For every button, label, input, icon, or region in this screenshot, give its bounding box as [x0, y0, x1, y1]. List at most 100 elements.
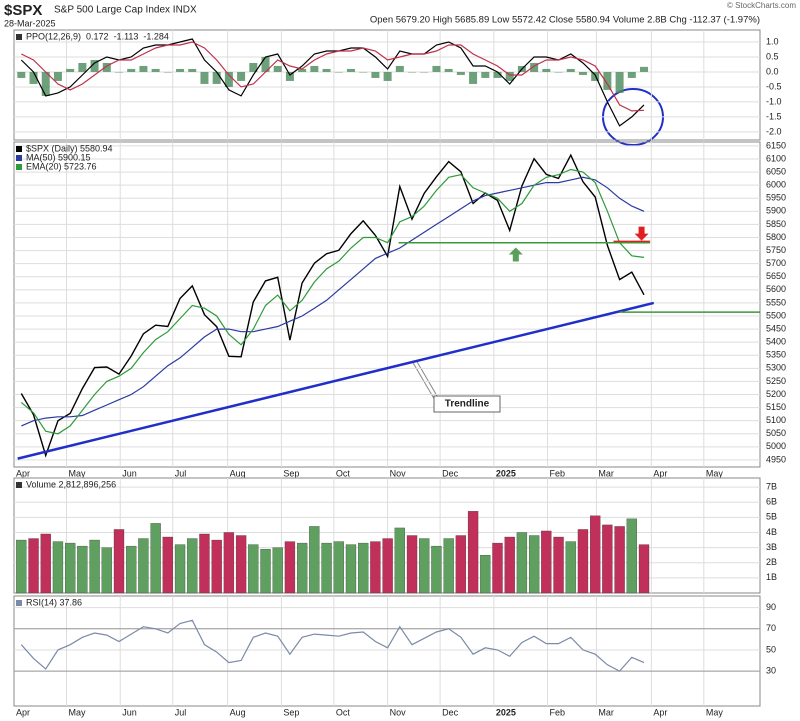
- legend-entry: EMA(20) 5723.76: [26, 161, 97, 171]
- histogram-bar: [469, 71, 478, 84]
- histogram-bar: [176, 68, 185, 72]
- volume-bar: [77, 545, 88, 594]
- volume-bar: [126, 545, 137, 594]
- y-tick-label: -1.5: [766, 111, 782, 121]
- y-tick-label: 5250: [766, 376, 786, 386]
- y-tick-label: 6000: [766, 180, 786, 190]
- volume-bar: [419, 538, 430, 594]
- legend-swatch: [16, 164, 22, 170]
- x-tick-label: Apr: [16, 468, 30, 478]
- volume-bar: [52, 541, 64, 594]
- legend-entry: $SPX (Daily) 5580.94: [26, 143, 113, 153]
- volume-bar: [577, 529, 589, 594]
- volume-bar: [40, 533, 51, 594]
- x-tick-label: Aug: [230, 707, 246, 717]
- volume-bar: [614, 526, 625, 594]
- histogram-bar: [640, 66, 649, 72]
- histogram-bar: [200, 71, 209, 84]
- y-tick-label: 5150: [766, 402, 786, 412]
- quote: Open 5679.20 High 5685.89 Low 5572.42 Cl…: [370, 15, 760, 26]
- histogram-bar: [151, 68, 160, 72]
- arrow-up: [508, 247, 523, 262]
- series-line: [20, 153, 645, 458]
- histogram-bar: [17, 71, 26, 78]
- histogram-bar: [578, 71, 587, 75]
- histogram-bar: [188, 68, 197, 72]
- histogram-bar: [493, 71, 502, 78]
- volume-bar: [150, 523, 161, 594]
- histogram-bar: [224, 71, 233, 87]
- histogram-bar: [249, 62, 258, 72]
- histogram-bar: [237, 71, 246, 81]
- x-tick-label: Oct: [336, 468, 351, 478]
- x-tick-label: May: [706, 707, 724, 717]
- legend-entry: -1.113: [114, 31, 139, 41]
- y-tick-label: 5350: [766, 350, 786, 360]
- histogram-bar: [420, 71, 429, 73]
- volume-bar: [65, 542, 76, 594]
- histogram-bar: [432, 65, 441, 72]
- x-tick-label: Apr: [16, 707, 30, 717]
- volume-bar: [590, 515, 601, 594]
- volume-bar: [382, 538, 393, 594]
- volume-bar: [101, 547, 112, 594]
- volume-bar: [406, 535, 418, 594]
- legend-swatch: [16, 600, 22, 606]
- y-tick-label: 6150: [766, 140, 786, 150]
- volume-bar: [235, 535, 247, 594]
- y-tick-label: -0.5: [766, 81, 782, 91]
- histogram-bar: [163, 71, 172, 73]
- legend-swatch: [16, 34, 22, 40]
- series-line: [20, 168, 645, 435]
- histogram-bar: [530, 62, 539, 72]
- y-tick-label: 70: [766, 623, 776, 633]
- x-tick-label: Nov: [390, 707, 407, 717]
- y-tick-label: 4B: [766, 527, 777, 537]
- volume-bar: [565, 541, 576, 594]
- y-tick-label: 5550: [766, 297, 786, 307]
- panel-title: Volume 2,812,896,256: [26, 479, 116, 489]
- histogram-bar: [481, 71, 490, 78]
- arrow-down: [634, 226, 649, 241]
- x-tick-label: Jul: [175, 707, 187, 717]
- histogram-bar: [212, 71, 221, 84]
- volume-bar: [333, 541, 344, 594]
- y-tick-label: 5850: [766, 219, 786, 229]
- histogram-bar: [334, 71, 343, 73]
- volume-bar: [223, 532, 235, 594]
- histogram-bar: [627, 71, 636, 78]
- volume-bar: [187, 538, 198, 594]
- y-tick-label: 5300: [766, 363, 786, 373]
- volume-bar: [504, 536, 515, 594]
- y-tick-label: 5750: [766, 245, 786, 255]
- series-line: [21, 41, 645, 112]
- y-tick-label: 3B: [766, 542, 777, 552]
- x-tick-label: Mar: [598, 707, 614, 717]
- x-tick-label: 2025: [496, 468, 516, 478]
- volume-bar: [345, 544, 357, 594]
- volume-bar: [443, 538, 454, 594]
- y-tick-label: 5450: [766, 323, 786, 333]
- volume-bar: [370, 541, 381, 594]
- panel-frame: [13, 595, 761, 707]
- x-tick-label: Apr: [653, 707, 667, 717]
- histogram-bar: [127, 68, 136, 72]
- x-tick-label: Feb: [550, 468, 566, 478]
- x-tick-label: Sep: [283, 707, 299, 717]
- date: 28-Mar-2025: [4, 18, 56, 28]
- y-tick-label: 5700: [766, 258, 786, 268]
- histogram-bar: [66, 68, 75, 72]
- volume-bar: [174, 544, 186, 594]
- y-tick-label: 1.0: [766, 36, 779, 46]
- panel-title: PPO(12,26,9): [26, 31, 81, 41]
- histogram-bar: [505, 71, 514, 81]
- x-tick-label: Apr: [653, 468, 667, 478]
- y-tick-label: 2B: [766, 557, 777, 567]
- volume-bar: [113, 529, 125, 594]
- y-tick-label: 5100: [766, 415, 786, 425]
- histogram-bar: [298, 68, 307, 72]
- annotation-box: [433, 395, 501, 413]
- volume-bar: [516, 532, 528, 594]
- histogram-bar: [261, 56, 270, 72]
